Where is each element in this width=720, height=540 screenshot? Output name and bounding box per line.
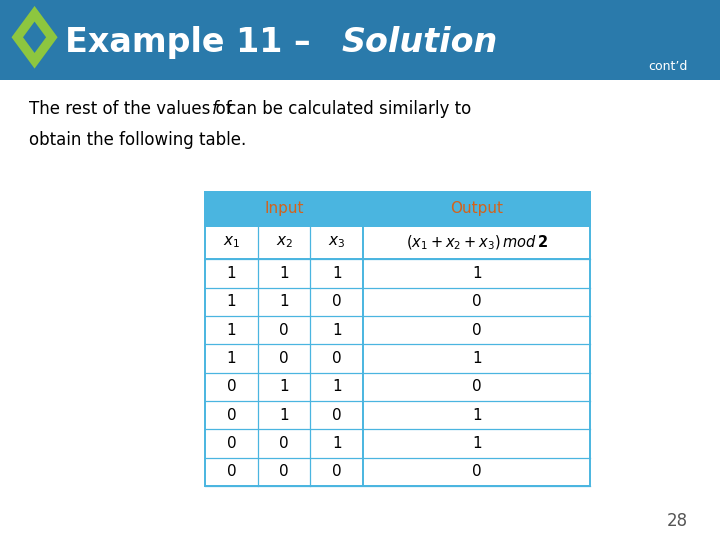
Text: The rest of the values of: The rest of the values of xyxy=(29,100,237,118)
Text: cont’d: cont’d xyxy=(648,60,688,73)
Text: 0: 0 xyxy=(332,464,341,480)
Text: Output: Output xyxy=(450,201,503,216)
Text: obtain the following table.: obtain the following table. xyxy=(29,131,246,149)
Text: 1: 1 xyxy=(332,436,341,451)
Text: $x_3$: $x_3$ xyxy=(328,234,346,251)
Text: 0: 0 xyxy=(472,464,482,480)
Text: 1: 1 xyxy=(279,266,289,281)
Text: 0: 0 xyxy=(472,380,482,394)
Text: 1: 1 xyxy=(332,323,341,338)
Text: 0: 0 xyxy=(227,464,236,480)
Text: 1: 1 xyxy=(227,323,236,338)
Text: 1: 1 xyxy=(279,294,289,309)
Text: Solution: Solution xyxy=(342,26,498,59)
Text: $x_2$: $x_2$ xyxy=(276,234,293,251)
Text: 1: 1 xyxy=(472,351,482,366)
Text: Input: Input xyxy=(264,201,304,216)
Text: 1: 1 xyxy=(227,266,236,281)
Text: $x_1$: $x_1$ xyxy=(223,234,240,251)
Text: 1: 1 xyxy=(472,266,482,281)
Text: can be calculated similarly to: can be calculated similarly to xyxy=(222,100,471,118)
Text: 1: 1 xyxy=(472,408,482,423)
Text: 1: 1 xyxy=(279,408,289,423)
Text: 1: 1 xyxy=(472,436,482,451)
Text: 0: 0 xyxy=(279,351,289,366)
Text: 0: 0 xyxy=(332,408,341,423)
Text: 28: 28 xyxy=(667,512,688,530)
Text: 1: 1 xyxy=(227,294,236,309)
Text: 1: 1 xyxy=(332,266,341,281)
Text: Example 11 –: Example 11 – xyxy=(65,26,322,59)
Text: 0: 0 xyxy=(227,408,236,423)
Text: 0: 0 xyxy=(472,323,482,338)
Text: 0: 0 xyxy=(227,380,236,394)
Text: 0: 0 xyxy=(279,464,289,480)
Text: 0: 0 xyxy=(332,294,341,309)
Text: 0: 0 xyxy=(227,436,236,451)
Text: 0: 0 xyxy=(279,436,289,451)
Text: 1: 1 xyxy=(279,380,289,394)
Text: 0: 0 xyxy=(472,294,482,309)
Text: 1: 1 xyxy=(227,351,236,366)
Text: 0: 0 xyxy=(332,351,341,366)
Text: 0: 0 xyxy=(279,323,289,338)
Text: $(x_1 + x_2 + x_3)\,\mathit{mod}\,\mathbf{2}$: $(x_1 + x_2 + x_3)\,\mathit{mod}\,\mathb… xyxy=(405,233,548,252)
Text: f: f xyxy=(212,100,217,118)
Text: 1: 1 xyxy=(332,380,341,394)
